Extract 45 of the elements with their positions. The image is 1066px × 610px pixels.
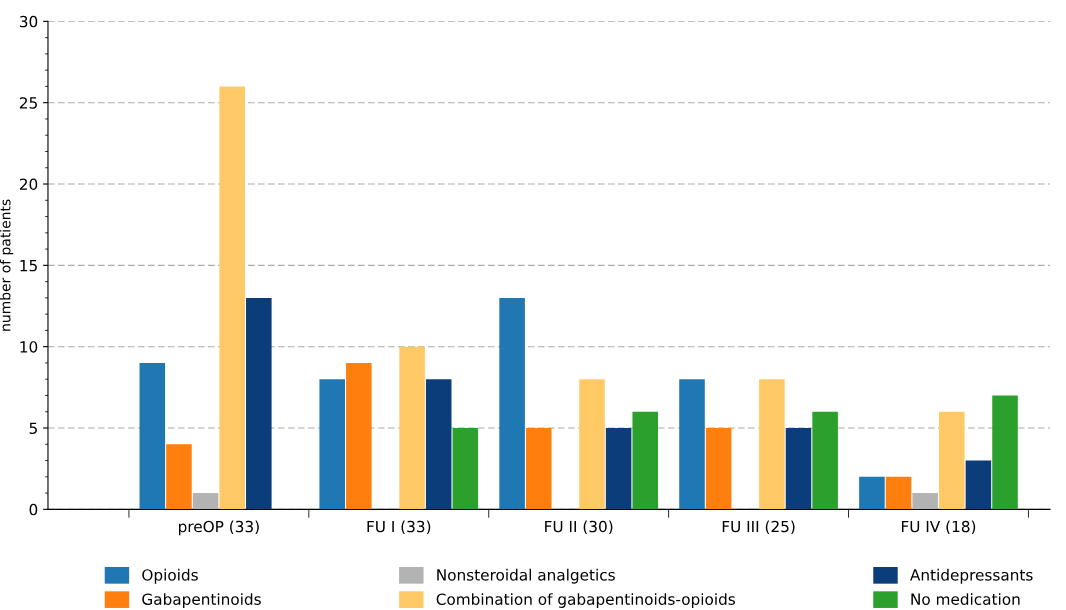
bar: [912, 493, 938, 510]
legend-label: Antidepressants: [910, 568, 1033, 584]
bar: [219, 86, 245, 510]
bar: [166, 444, 192, 510]
legend-label: Opioids: [142, 568, 198, 584]
y-axis-title: number of patients: [0, 199, 14, 331]
bar: [759, 379, 785, 510]
bar: [965, 460, 992, 510]
y-tick-label: 5: [29, 422, 37, 435]
x-tick-label: preOP (33): [179, 520, 259, 536]
bar: [812, 411, 838, 510]
x-tick-label: FU IV (18): [901, 520, 976, 535]
y-tick-label: 15: [20, 260, 37, 272]
bar: [452, 428, 479, 510]
bar: [499, 297, 525, 510]
bar: [679, 379, 705, 510]
y-tick-label: 10: [20, 341, 38, 353]
x-tick-label: FU II (30): [545, 520, 613, 535]
bar: [992, 395, 1018, 510]
bar: [139, 362, 166, 510]
y-tick-label: 25: [19, 97, 37, 109]
bar: [246, 297, 272, 510]
bar: [939, 411, 965, 510]
legend-label: No medication: [911, 593, 1020, 605]
bar: [605, 428, 632, 510]
y-tick-label: 20: [19, 178, 38, 191]
bar: [632, 411, 659, 510]
legend-label: Gabapentinoids: [142, 593, 261, 608]
y-tick-label: 0: [29, 503, 38, 516]
legend-label: Combination of gabapentinoids-opioids: [436, 593, 736, 608]
x-tick-label: FU I (33): [367, 520, 431, 535]
bar: [399, 346, 425, 510]
bar: [579, 379, 605, 510]
bar: [705, 428, 732, 510]
y-tick-label: 30: [19, 15, 38, 28]
bar: [425, 379, 452, 510]
bar: [785, 428, 812, 510]
x-tick-label: FU III (25): [722, 520, 795, 535]
bar: [525, 428, 552, 510]
legend-label: Nonsteroidal analgetics: [437, 568, 615, 584]
bar: [192, 493, 219, 510]
bar: [346, 362, 372, 510]
bar: [885, 476, 912, 510]
bar: [319, 379, 345, 510]
bar: [859, 476, 885, 510]
